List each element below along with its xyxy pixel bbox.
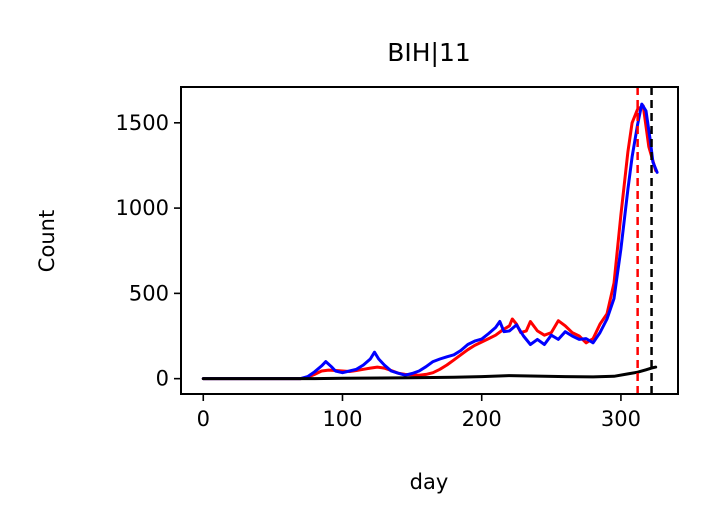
x-tick-label: 0	[197, 407, 210, 431]
x-tick-label: 300	[601, 407, 641, 431]
series-line-1	[201, 102, 659, 381]
y-axis-label: Count	[35, 210, 59, 272]
y-tick-label: 500	[129, 281, 169, 305]
y-tick-label: 0	[156, 367, 169, 391]
x-tick-label: 100	[322, 407, 362, 431]
chart-title: BIH|11	[387, 38, 471, 67]
plot-area	[201, 87, 659, 394]
series-line-2	[201, 365, 658, 381]
x-axis-label: day	[410, 470, 449, 494]
y-tick-label: 1500	[116, 111, 169, 135]
plot-frame	[180, 86, 679, 395]
y-tick-label: 1000	[116, 196, 169, 220]
axis-ticks: 0 100 200 300 0 500 1000 1500	[116, 111, 641, 431]
x-tick-label: 200	[462, 407, 502, 431]
